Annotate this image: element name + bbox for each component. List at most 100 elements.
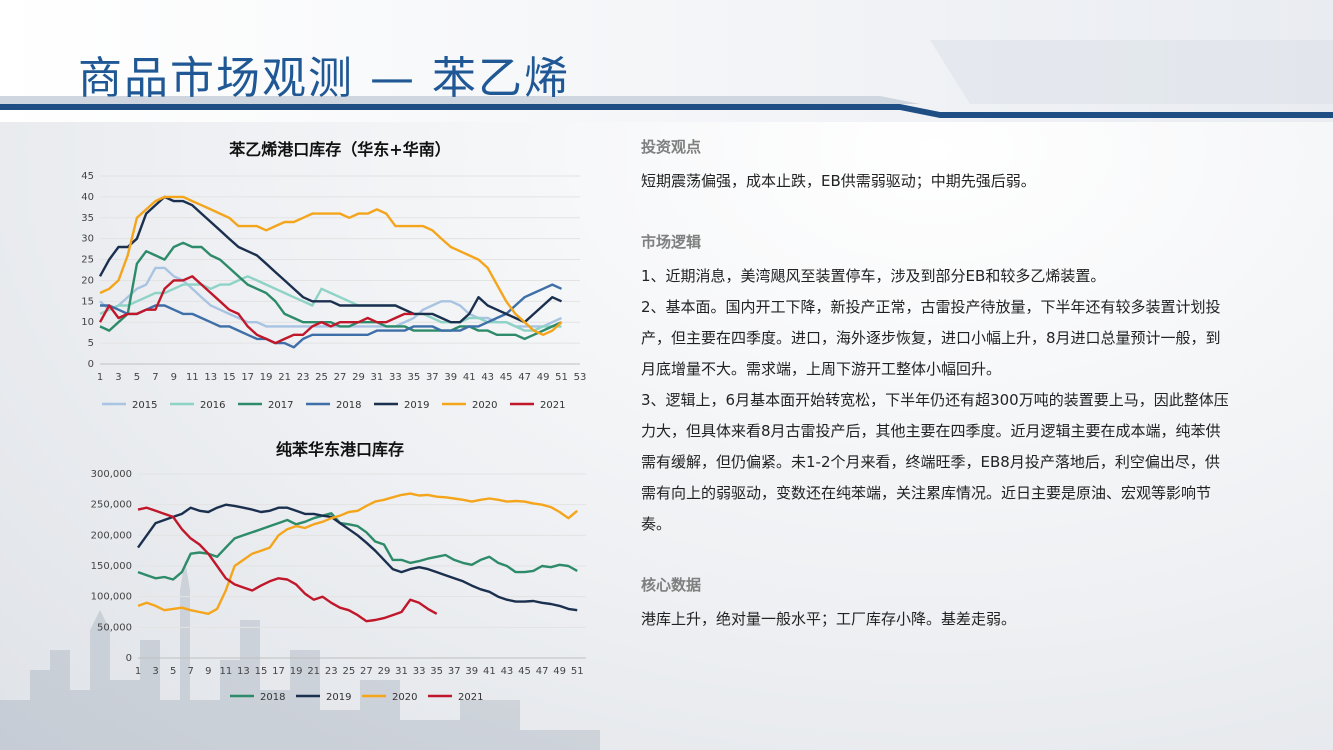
x-tick-label: 39 (465, 666, 478, 677)
x-tick-label: 9 (171, 372, 177, 383)
x-tick-label: 43 (501, 666, 514, 677)
series-line-2018 (137, 512, 578, 581)
x-tick-label: 1 (97, 372, 103, 383)
legend-label: 2018 (260, 692, 285, 703)
x-tick-label: 17 (241, 372, 254, 383)
x-tick-label: 35 (430, 666, 443, 677)
y-tick-label: 10 (81, 317, 94, 328)
x-tick-label: 33 (389, 372, 402, 383)
chart-title: 苯乙烯港口库存（华东+华南） (229, 140, 451, 159)
legend-label: 2019 (326, 692, 351, 703)
x-tick-label: 11 (219, 666, 232, 677)
chart-canvas: 0 50,000 100,000 150,000 200,000 250,000 300,0… (91, 469, 586, 703)
y-tick-label: 20 (81, 275, 94, 286)
x-tick-label: 7 (152, 372, 158, 383)
legend-label: 2021 (540, 400, 565, 411)
legend-label: 2020 (392, 692, 417, 703)
x-tick-label: 45 (500, 372, 513, 383)
x-tick-label: 49 (553, 666, 566, 677)
x-tick-label: 47 (536, 666, 549, 677)
y-tick-label: 15 (81, 296, 94, 307)
x-tick-label: 49 (537, 372, 550, 383)
x-tick-label: 39 (444, 372, 457, 383)
header-banner (0, 0, 1333, 122)
y-tick-label: 30 (81, 234, 94, 245)
x-tick-label: 1 (135, 666, 141, 677)
investment-heading: 投资观点 (641, 138, 702, 156)
series-line-2020 (137, 492, 578, 616)
y-tick-label: 25 (81, 255, 94, 266)
analysis-panel: 投资观点 短期震荡偏强，成本止跌，EB供需弱驱动；中期先强后弱。 市场逻辑 1、… (641, 134, 1231, 635)
x-tick-label: 23 (297, 372, 310, 383)
legend-label: 2018 (336, 400, 361, 411)
logic-paragraph-1: 1、近期消息，美湾飓风至装置停车，涉及到部分EB和较多乙烯装置。 (641, 267, 1106, 285)
x-tick-label: 15 (255, 666, 268, 677)
y-tick-label: 45 (81, 171, 94, 182)
y-tick-label: 40 (81, 192, 94, 203)
x-tick-label: 41 (463, 372, 476, 383)
x-tick-label: 51 (555, 372, 568, 383)
x-tick-label: 17 (272, 666, 285, 677)
series-line-2021 (137, 506, 438, 623)
core-data-text: 港库上升，绝对量一般水平；工厂库存小降。基差走弱。 (641, 610, 1017, 628)
x-tick-label: 13 (204, 372, 217, 383)
x-tick-label: 35 (407, 372, 420, 383)
x-tick-label: 11 (186, 372, 199, 383)
x-tick-label: 37 (448, 666, 461, 677)
x-tick-label: 9 (205, 666, 211, 677)
legend-label: 2019 (404, 400, 429, 411)
x-tick-label: 43 (481, 372, 494, 383)
x-tick-label: 53 (574, 372, 587, 383)
series-line-2019 (137, 503, 578, 612)
legend-label: 2020 (472, 400, 497, 411)
y-tick-label: 50,000 (97, 622, 132, 633)
legend-label: 2015 (132, 400, 157, 411)
x-tick-label: 23 (325, 666, 338, 677)
x-tick-label: 33 (413, 666, 426, 677)
legend-label: 2021 (458, 692, 483, 703)
x-tick-label: 21 (278, 372, 291, 383)
x-tick-label: 3 (152, 666, 158, 677)
logic-paragraph-3: 3、逻辑上，6月基本面开始转宽松，下半年仍还有超300万吨的装置要上马，因此整体… (641, 391, 1229, 533)
x-tick-label: 47 (518, 372, 531, 383)
x-tick-label: 27 (360, 666, 373, 677)
x-tick-label: 5 (170, 666, 176, 677)
page-title: 商品市场观测 — 苯乙烯 (78, 53, 570, 104)
logic-heading: 市场逻辑 (641, 233, 702, 251)
y-tick-label: 0 (126, 653, 132, 664)
benzene-port-inventory-chart: 纯苯华东港口库存 0 50,000 100,000 150,000 200,000 250… (80, 432, 600, 722)
y-tick-label: 0 (88, 359, 94, 370)
series-line-2018 (100, 283, 562, 349)
x-tick-label: 27 (334, 372, 347, 383)
x-tick-label: 31 (371, 372, 384, 383)
y-tick-label: 200,000 (91, 530, 132, 541)
x-tick-label: 3 (115, 372, 121, 383)
x-tick-label: 21 (307, 666, 320, 677)
x-tick-label: 7 (188, 666, 194, 677)
y-tick-label: 250,000 (91, 500, 132, 511)
y-tick-label: 5 (88, 338, 94, 349)
x-tick-label: 37 (426, 372, 439, 383)
series-line-2020 (99, 195, 563, 337)
x-tick-label: 29 (378, 666, 391, 677)
y-tick-label: 100,000 (91, 592, 132, 603)
investment-text: 短期震荡偏强，成本止跌，EB供需弱驱动；中期先强后弱。 (641, 172, 1036, 190)
x-tick-label: 41 (483, 666, 496, 677)
x-tick-label: 51 (571, 666, 584, 677)
x-tick-label: 25 (342, 666, 355, 677)
legend-label: 2016 (200, 400, 225, 411)
series-line-2016 (99, 275, 562, 332)
city-skyline-watermark (0, 560, 600, 750)
x-tick-label: 45 (518, 666, 531, 677)
y-tick-label: 150,000 (91, 561, 132, 572)
y-tick-label: 35 (81, 213, 94, 224)
series-line-2019 (98, 195, 562, 324)
legend-label: 2017 (268, 400, 293, 411)
x-tick-label: 29 (352, 372, 365, 383)
x-tick-label: 31 (395, 666, 408, 677)
core-data-heading: 核心数据 (641, 576, 702, 594)
series-line-2021 (98, 275, 414, 345)
x-tick-label: 19 (290, 666, 303, 677)
chart-title: 纯苯华东港口库存 (275, 440, 404, 459)
